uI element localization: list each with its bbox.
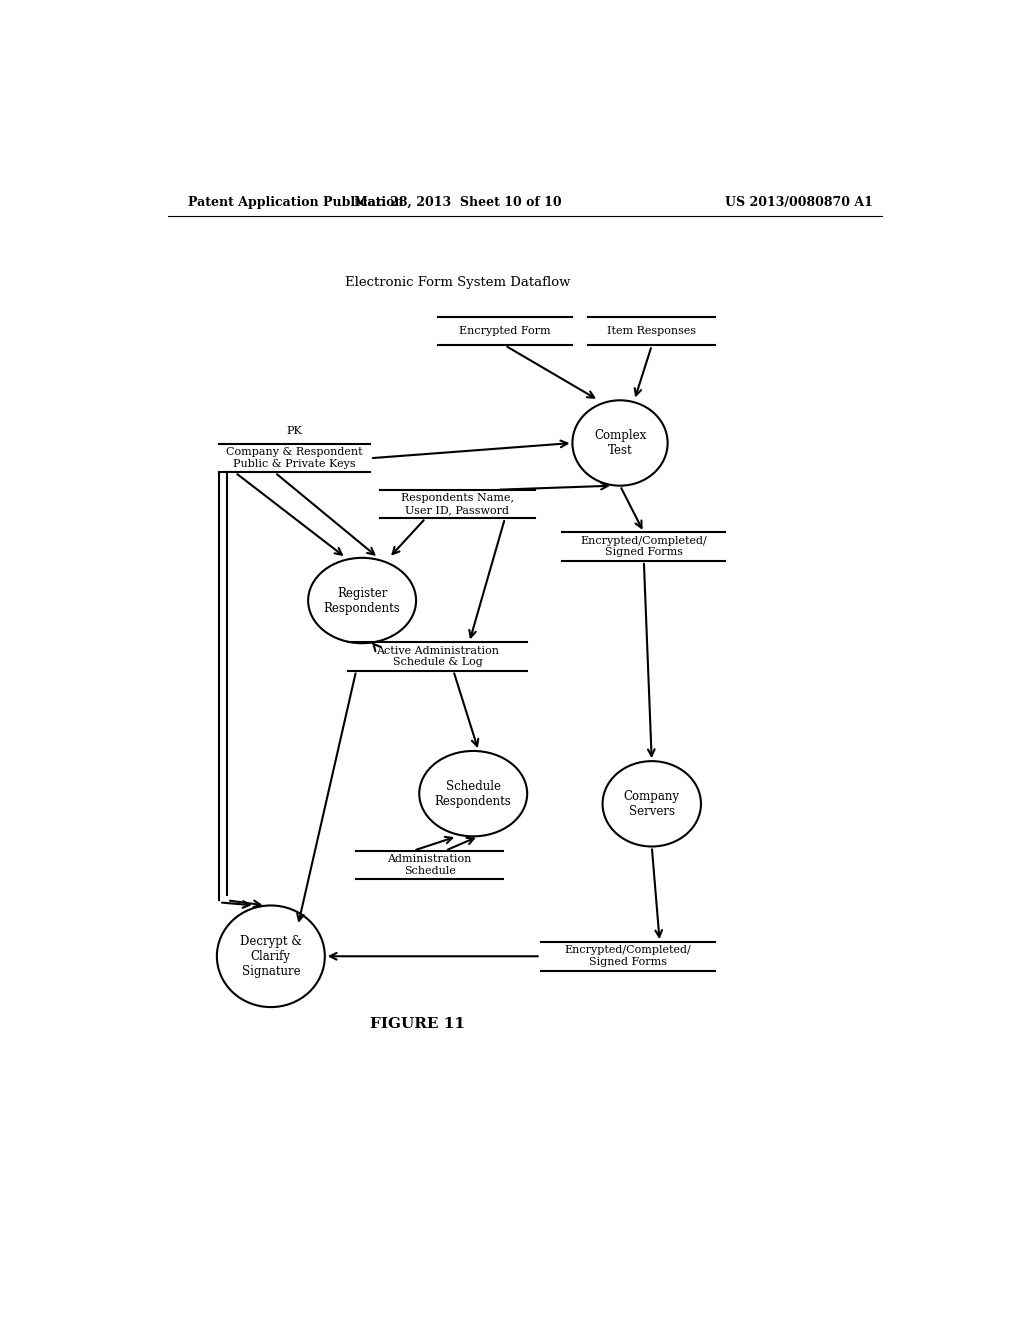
Text: Complex
Test: Complex Test bbox=[594, 429, 646, 457]
Text: Electronic Form System Dataflow: Electronic Form System Dataflow bbox=[345, 276, 570, 289]
Text: Active Administration
Schedule & Log: Active Administration Schedule & Log bbox=[376, 645, 499, 667]
Text: Mar. 28, 2013  Sheet 10 of 10: Mar. 28, 2013 Sheet 10 of 10 bbox=[353, 195, 561, 209]
Text: Decrypt &
Clarify
Signature: Decrypt & Clarify Signature bbox=[240, 935, 302, 978]
Text: Respondents Name,
User ID, Password: Respondents Name, User ID, Password bbox=[400, 494, 514, 515]
Text: Encrypted/Completed/
Signed Forms: Encrypted/Completed/ Signed Forms bbox=[581, 536, 708, 557]
Text: Encrypted/Completed/
Signed Forms: Encrypted/Completed/ Signed Forms bbox=[564, 945, 691, 968]
Text: PK: PK bbox=[287, 426, 303, 436]
Text: FIGURE 11: FIGURE 11 bbox=[370, 1018, 465, 1031]
Text: Encrypted Form: Encrypted Form bbox=[459, 326, 551, 337]
Text: Schedule
Respondents: Schedule Respondents bbox=[435, 780, 512, 808]
Text: Company
Servers: Company Servers bbox=[624, 789, 680, 818]
Text: Item Responses: Item Responses bbox=[607, 326, 696, 337]
Text: Register
Respondents: Register Respondents bbox=[324, 586, 400, 615]
Text: Administration
Schedule: Administration Schedule bbox=[387, 854, 472, 875]
Text: Patent Application Publication: Patent Application Publication bbox=[187, 195, 403, 209]
Text: US 2013/0080870 A1: US 2013/0080870 A1 bbox=[725, 195, 872, 209]
Text: Company & Respondent
Public & Private Keys: Company & Respondent Public & Private Ke… bbox=[226, 447, 362, 469]
